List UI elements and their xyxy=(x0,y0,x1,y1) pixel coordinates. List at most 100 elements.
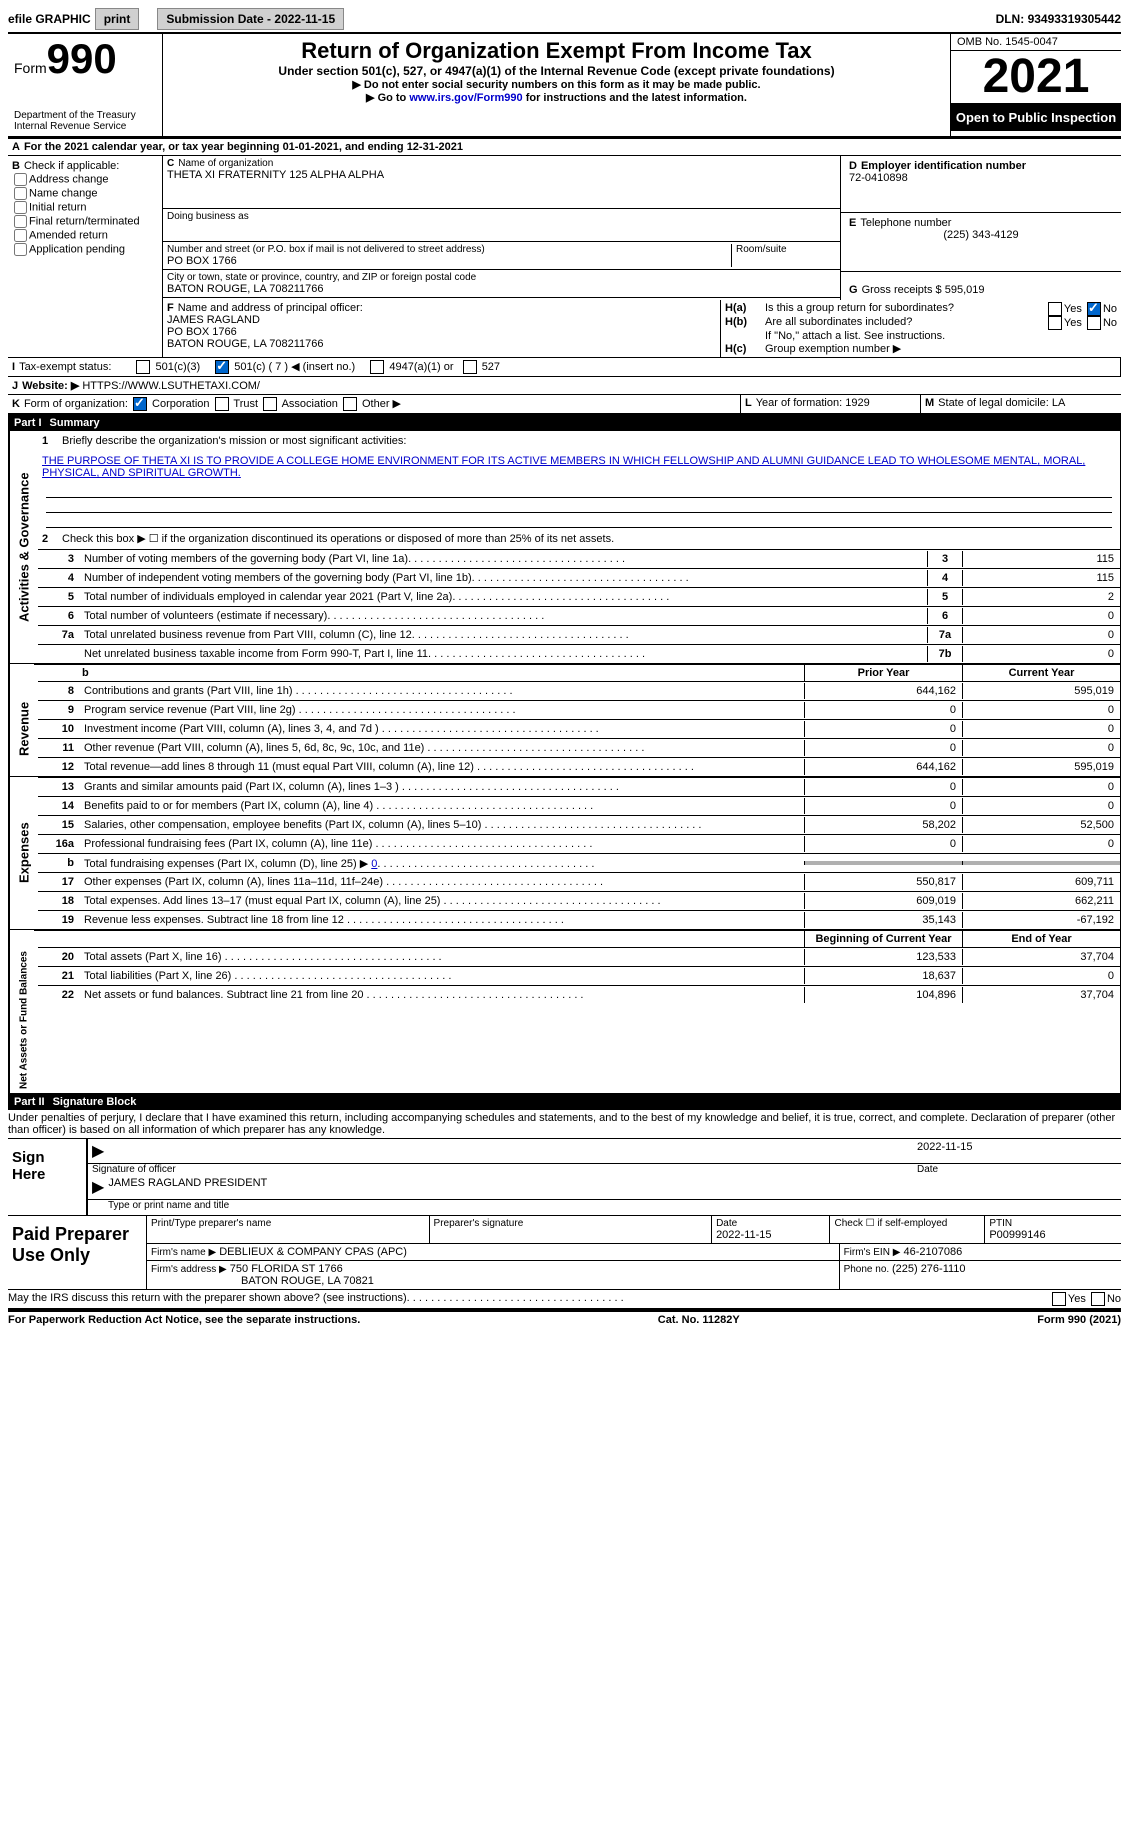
chk-initial-return[interactable]: Initial return xyxy=(12,201,158,214)
line-item: 11Other revenue (Part VIII, column (A), … xyxy=(38,738,1120,757)
chk-527[interactable] xyxy=(463,360,477,374)
side-governance: Activities & Governance xyxy=(9,431,38,663)
line-item: 22Net assets or fund balances. Subtract … xyxy=(38,985,1120,1004)
section-b-to-g: BCheck if applicable: Address change Nam… xyxy=(8,156,1121,300)
omb-number: OMB No. 1545-0047 xyxy=(951,34,1121,51)
state-domicile: LA xyxy=(1052,397,1065,409)
chk-app-pending[interactable]: Application pending xyxy=(12,243,158,256)
side-netassets: Net Assets or Fund Balances xyxy=(9,947,38,1093)
paperwork-notice: For Paperwork Reduction Act Notice, see … xyxy=(8,1314,360,1326)
chk-other[interactable] xyxy=(343,397,357,411)
city-label: City or town, state or province, country… xyxy=(167,272,836,283)
part1-governance: Activities & Governance 1Briefly describ… xyxy=(8,431,1121,664)
l2-label: Check this box ▶ ☐ if the organization d… xyxy=(62,533,614,545)
sig-officer-label: Signature of officer xyxy=(92,1164,917,1175)
gov-line: 6Total number of volunteers (estimate if… xyxy=(38,606,1120,625)
part1-expenses: Expenses 13Grants and similar amounts pa… xyxy=(8,777,1121,930)
firm-addr2: BATON ROUGE, LA 70821 xyxy=(241,1275,374,1287)
line-i: ITax-exempt status: 501(c)(3) 501(c) ( 7… xyxy=(8,358,1121,377)
line-item: 18Total expenses. Add lines 13–17 (must … xyxy=(38,891,1120,910)
line-item: 10Investment income (Part VIII, column (… xyxy=(38,719,1120,738)
chk-501c3[interactable] xyxy=(136,360,150,374)
arrow-icon: ▶ xyxy=(92,1177,104,1197)
ein-label: Employer identification number xyxy=(861,160,1026,172)
hb-no[interactable] xyxy=(1087,316,1101,330)
ptin-label: PTIN xyxy=(989,1218,1117,1229)
hb-note: If "No," attach a list. See instructions… xyxy=(725,330,1117,342)
ein-value: 72-0410898 xyxy=(849,172,1113,184)
chk-address-change[interactable]: Address change xyxy=(12,173,158,186)
addr-label: Number and street (or P.O. box if mail i… xyxy=(167,244,731,255)
chk-4947[interactable] xyxy=(370,360,384,374)
chk-corp[interactable] xyxy=(133,397,147,411)
pp-self-employed[interactable]: Check ☐ if self-employed xyxy=(834,1218,980,1229)
pp-name-label: Print/Type preparer's name xyxy=(151,1218,425,1229)
line-item: 16aProfessional fundraising fees (Part I… xyxy=(38,834,1120,853)
hb-yes[interactable] xyxy=(1048,316,1062,330)
line-k-l-m: KForm of organization: Corporation Trust… xyxy=(8,395,1121,415)
chk-501c[interactable] xyxy=(215,360,229,374)
line-item: 19Revenue less expenses. Subtract line 1… xyxy=(38,910,1120,929)
ptin-value: P00999146 xyxy=(989,1229,1117,1241)
line-item: 12Total revenue—add lines 8 through 11 (… xyxy=(38,757,1120,776)
top-toolbar: efile GRAPHIC print Submission Date - 20… xyxy=(8,8,1121,34)
page-footer: For Paperwork Reduction Act Notice, see … xyxy=(8,1310,1121,1328)
form-title: Return of Organization Exempt From Incom… xyxy=(169,38,944,64)
ha-no[interactable] xyxy=(1087,302,1101,316)
org-name: THETA XI FRATERNITY 125 ALPHA ALPHA xyxy=(167,169,836,181)
discuss-no[interactable] xyxy=(1091,1292,1105,1306)
firm-ein-value: 46-2107086 xyxy=(903,1246,962,1258)
irs-label: Internal Revenue Service xyxy=(14,121,156,132)
form-number: Form990 xyxy=(14,38,156,80)
firm-phone-value: (225) 276-1110 xyxy=(892,1263,966,1275)
name-title-label: Type or print name and title xyxy=(88,1200,1121,1215)
pp-sig-label: Preparer's signature xyxy=(434,1218,708,1229)
line-item: bTotal fundraising expenses (Part IX, co… xyxy=(38,853,1120,872)
print-button[interactable]: print xyxy=(95,8,140,30)
chk-name-change[interactable]: Name change xyxy=(12,187,158,200)
c-name-label: Name of organization xyxy=(178,158,273,169)
line-j: JWebsite: ▶ HTTPS://WWW.LSUTHETAXI.COM/ xyxy=(8,377,1121,395)
hc-label: Group exemption number ▶ xyxy=(765,343,901,355)
line-item: 8Contributions and grants (Part VIII, li… xyxy=(38,681,1120,700)
firm-addr1: 750 FLORIDA ST 1766 xyxy=(230,1263,343,1275)
l1-label: Briefly describe the organization's miss… xyxy=(62,435,406,447)
efile-label: efile GRAPHIC xyxy=(8,12,91,26)
street-address: PO BOX 1766 xyxy=(167,255,731,267)
officer-label: Name and address of principal officer: xyxy=(178,302,363,314)
year-formation: 1929 xyxy=(845,397,869,409)
line-a: AFor the 2021 calendar year, or tax year… xyxy=(8,137,1121,156)
phone-value: (225) 343-4129 xyxy=(849,229,1113,241)
line-item: 17Other expenses (Part IX, column (A), l… xyxy=(38,872,1120,891)
dln: DLN: 93493319305442 xyxy=(996,12,1121,26)
part2-header: Part IISignature Block xyxy=(8,1094,1121,1110)
city-state-zip: BATON ROUGE, LA 708211766 xyxy=(167,283,836,295)
dept-treasury: Department of the Treasury xyxy=(14,110,156,121)
website-value: HTTPS://WWW.LSUTHETAXI.COM/ xyxy=(82,380,260,392)
line-item: 21Total liabilities (Part X, line 26) 18… xyxy=(38,966,1120,985)
form-subtitle: Under section 501(c), 527, or 4947(a)(1)… xyxy=(169,64,944,78)
gov-line: 7aTotal unrelated business revenue from … xyxy=(38,625,1120,644)
pp-date-value: 2022-11-15 xyxy=(716,1229,825,1241)
firm-name-value: DEBLIEUX & COMPANY CPAS (APC) xyxy=(219,1246,407,1258)
paid-preparer-label: Paid Preparer Use Only xyxy=(8,1216,146,1289)
instruction-1: ▶ Do not enter social security numbers o… xyxy=(169,78,944,91)
part1-revenue: Revenue 8Contributions and grants (Part … xyxy=(8,681,1121,777)
sign-here-label: Sign Here xyxy=(8,1139,86,1215)
ha-yes[interactable] xyxy=(1048,302,1062,316)
chk-amended[interactable]: Amended return xyxy=(12,229,158,242)
sig-date-value: 2022-11-15 xyxy=(917,1141,1117,1161)
irs-link[interactable]: www.irs.gov/Form990 xyxy=(409,92,522,104)
officer-addr2: BATON ROUGE, LA 708211766 xyxy=(167,338,716,350)
gov-line: 5Total number of individuals employed in… xyxy=(38,587,1120,606)
chk-assoc[interactable] xyxy=(263,397,277,411)
chk-final-return[interactable]: Final return/terminated xyxy=(12,215,158,228)
gov-line: Net unrelated business taxable income fr… xyxy=(38,644,1120,663)
form-header: Form990 Department of the Treasury Inter… xyxy=(8,34,1121,137)
officer-addr1: PO BOX 1766 xyxy=(167,326,716,338)
col-eoy: End of Year xyxy=(962,931,1120,947)
firm-ein-label: Firm's EIN ▶ xyxy=(844,1247,901,1258)
chk-trust[interactable] xyxy=(215,397,229,411)
firm-phone-label: Phone no. xyxy=(844,1264,892,1275)
discuss-yes[interactable] xyxy=(1052,1292,1066,1306)
